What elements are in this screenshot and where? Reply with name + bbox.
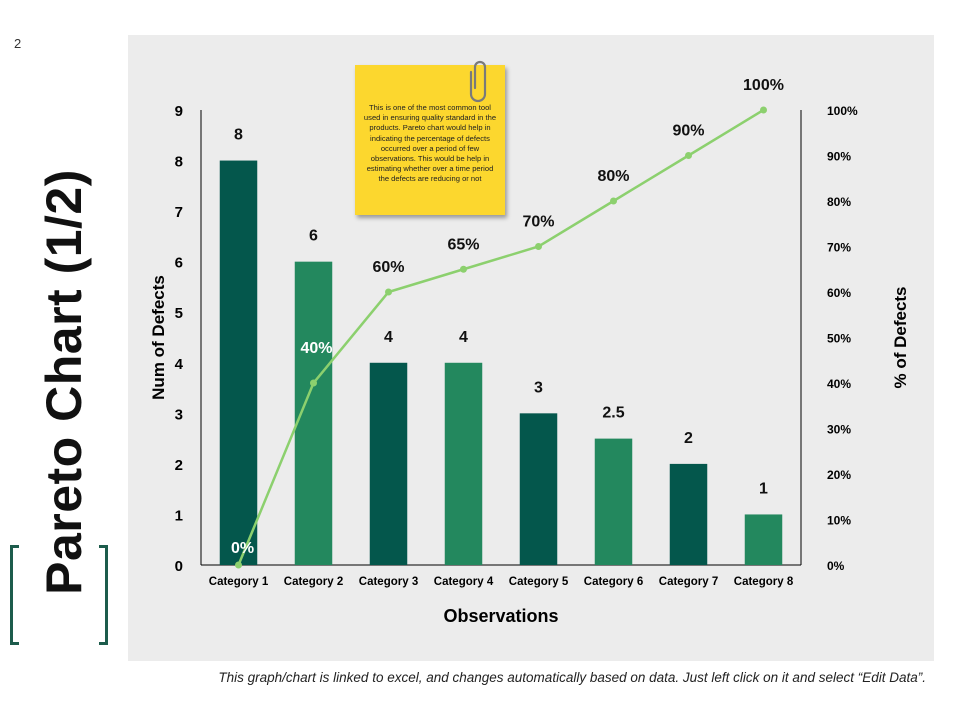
sticky-note-text: This is one of the most common tool used… [363, 103, 497, 184]
y2-tick-label: 100% [827, 104, 858, 118]
bar-value-label: 8 [234, 127, 243, 144]
bar-value-label: 2.5 [602, 405, 624, 422]
y-tick-label: 7 [175, 204, 183, 221]
line-value-label: 90% [672, 123, 704, 140]
x-tick-label: Category 1 [209, 576, 269, 588]
y-tick-label: 2 [175, 457, 183, 474]
line-point-5 [535, 243, 542, 250]
bar-1 [219, 160, 258, 566]
line-value-label: 0% [231, 540, 254, 557]
y2-tick-label: 50% [827, 332, 851, 346]
bar-value-label: 6 [309, 228, 318, 245]
sticky-note: This is one of the most common tool used… [355, 65, 505, 215]
line-value-label: 80% [597, 168, 629, 185]
y2-tick-label: 20% [827, 468, 851, 482]
y2-tick-label: 90% [827, 150, 851, 164]
y2-tick-label: 60% [827, 286, 851, 300]
bar-value-label: 3 [534, 379, 543, 396]
y2-tick-label: 40% [827, 377, 851, 391]
y2-tick-label: 10% [827, 514, 851, 528]
y-tick-label: 8 [175, 154, 183, 171]
line-value-label: 40% [300, 340, 332, 357]
x-tick-label: Category 3 [359, 576, 418, 588]
bar-8 [744, 514, 783, 565]
y2-tick-label: 70% [827, 241, 851, 255]
x-tick-label: Category 6 [584, 576, 643, 588]
line-value-label: 70% [522, 214, 554, 231]
paperclip-icon [469, 60, 487, 103]
bar-value-label: 4 [384, 329, 393, 346]
x-tick-label: Category 8 [734, 576, 794, 588]
y-axis-title: Num of Defects [149, 275, 168, 400]
y2-tick-label: 30% [827, 423, 851, 437]
line-point-3 [385, 288, 392, 296]
y-tick-label: 9 [175, 103, 183, 120]
x-tick-label: Category 2 [284, 576, 343, 588]
y-tick-label: 1 [175, 507, 183, 524]
line-point-6 [610, 197, 617, 205]
bar-value-label: 2 [684, 430, 693, 447]
pareto-chart[interactable]: 01234567890%10%20%30%40%50%60%70%80%90%1… [128, 35, 934, 661]
slide-number: 2 [14, 36, 22, 51]
line-point-2 [310, 379, 317, 387]
y2-tick-label: 80% [827, 195, 851, 209]
page-title: Pareto Chart (1/2) [35, 163, 93, 601]
y-tick-label: 4 [175, 356, 184, 373]
y-tick-label: 3 [175, 406, 183, 423]
x-tick-label: Category 4 [434, 576, 494, 588]
line-point-4 [460, 265, 467, 273]
y-tick-label: 6 [175, 255, 183, 272]
y-tick-label: 0 [175, 558, 183, 575]
footer-note: This graph/chart is linked to excel, and… [218, 670, 926, 685]
bar-value-label: 4 [459, 329, 468, 346]
bar-value-label: 1 [759, 480, 768, 497]
line-value-label: 65% [447, 236, 479, 253]
title-block: Pareto Chart (1/2) [10, 120, 110, 650]
bar-6 [594, 438, 633, 565]
line-value-label: 60% [372, 259, 404, 276]
x-tick-label: Category 7 [659, 576, 718, 588]
x-tick-label: Category 5 [509, 576, 569, 588]
bar-4 [444, 362, 483, 565]
bar-7 [669, 463, 708, 565]
y2-tick-label: 0% [827, 559, 845, 573]
line-point-7 [685, 152, 692, 159]
line-value-label: 100% [743, 77, 784, 94]
y2-axis-title: % of Defects [891, 286, 910, 388]
percent-line [237, 108, 765, 566]
bar-3 [369, 362, 408, 565]
x-axis-title: Observations [443, 606, 558, 626]
bar-5 [519, 413, 558, 565]
line-point-8 [760, 106, 767, 114]
line-point-1 [235, 561, 242, 569]
y-tick-label: 5 [175, 305, 183, 322]
